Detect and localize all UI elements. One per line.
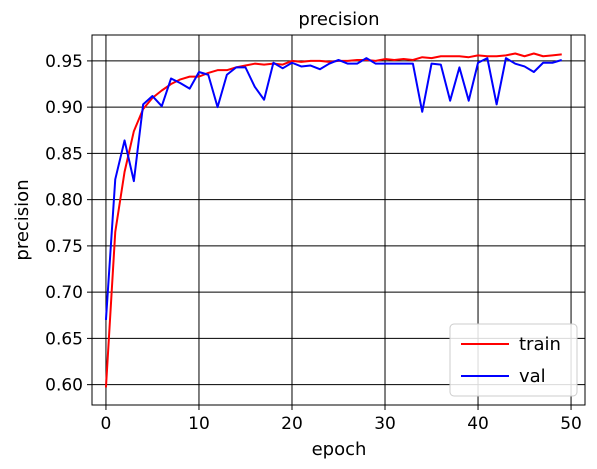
y-tick-label: 0.70 [45,283,83,303]
plot-frame [91,34,586,406]
legend-label-train: train [519,334,561,355]
chart-title: precision [298,9,379,30]
x-tick-label: 0 [101,414,112,434]
legend-box [449,323,578,397]
y-tick-label: 0.65 [45,329,83,349]
x-tick-label: 20 [281,414,303,434]
legend: train val [449,323,578,397]
y-tick-label: 0.85 [45,144,83,164]
y-tick-label: 0.90 [45,98,83,118]
x-tick-label: 10 [188,414,210,434]
series-lines [104,52,563,388]
y-tick-label: 0.75 [45,237,83,257]
series-line-val [104,57,563,320]
x-tick-label: 30 [374,414,396,434]
y-tick-label: 0.95 [45,52,83,72]
y-tick-label: 0.80 [45,191,83,211]
y-tick-label: 0.60 [45,376,83,396]
x-tick-label: 40 [467,414,489,434]
x-axis-ticks: 0 10 20 30 40 50 [101,405,582,434]
x-tick-label: 50 [560,414,582,434]
y-axis-label: precision [12,179,33,260]
legend-label-val: val [519,366,546,387]
x-axis-label: epoch [312,439,367,460]
y-axis-ticks: 0.60 0.65 0.70 0.75 0.80 0.85 0.90 0.95 [45,52,92,396]
